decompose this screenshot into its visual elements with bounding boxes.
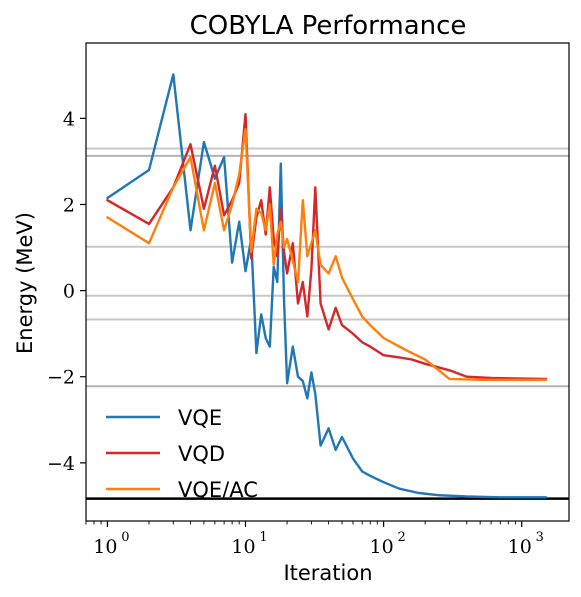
axes: 420−2−410 0 10 1 10 2 10 3 xyxy=(47,42,570,558)
plot-area xyxy=(86,73,569,500)
x-tick-exponent: 3 xyxy=(536,530,544,545)
y-tick-label: −2 xyxy=(47,367,75,389)
y-tick-label: 2 xyxy=(63,194,75,216)
x-axis-label: Iteration xyxy=(283,561,372,585)
chart-title: COBYLA Performance xyxy=(190,11,467,41)
x-tick-label: 10 xyxy=(370,536,394,558)
x-tick-exponent: 0 xyxy=(121,530,129,545)
x-tick-exponent: 2 xyxy=(397,530,405,545)
y-tick-label: 4 xyxy=(63,108,75,130)
x-tick-exponent: 1 xyxy=(259,530,267,545)
legend-label-vqe: VQE xyxy=(178,406,222,430)
legend-label-vqe-ac: VQE/AC xyxy=(178,478,258,502)
y-axis-label: Energy (MeV) xyxy=(13,212,37,354)
legend-label-vqd: VQD xyxy=(178,442,225,466)
y-tick-label: −4 xyxy=(47,453,75,475)
plot-frame xyxy=(85,42,570,522)
x-tick-label: 10 xyxy=(93,536,117,558)
series-line-vqd xyxy=(106,112,548,381)
y-tick-label: 0 xyxy=(63,281,75,303)
x-tick-label: 10 xyxy=(231,536,255,558)
legend: VQE VQD VQE/AC xyxy=(106,406,258,502)
x-tick-label: 10 xyxy=(508,536,532,558)
series-line-vqe xyxy=(106,73,548,499)
series-line-vqe-ac xyxy=(106,127,548,381)
